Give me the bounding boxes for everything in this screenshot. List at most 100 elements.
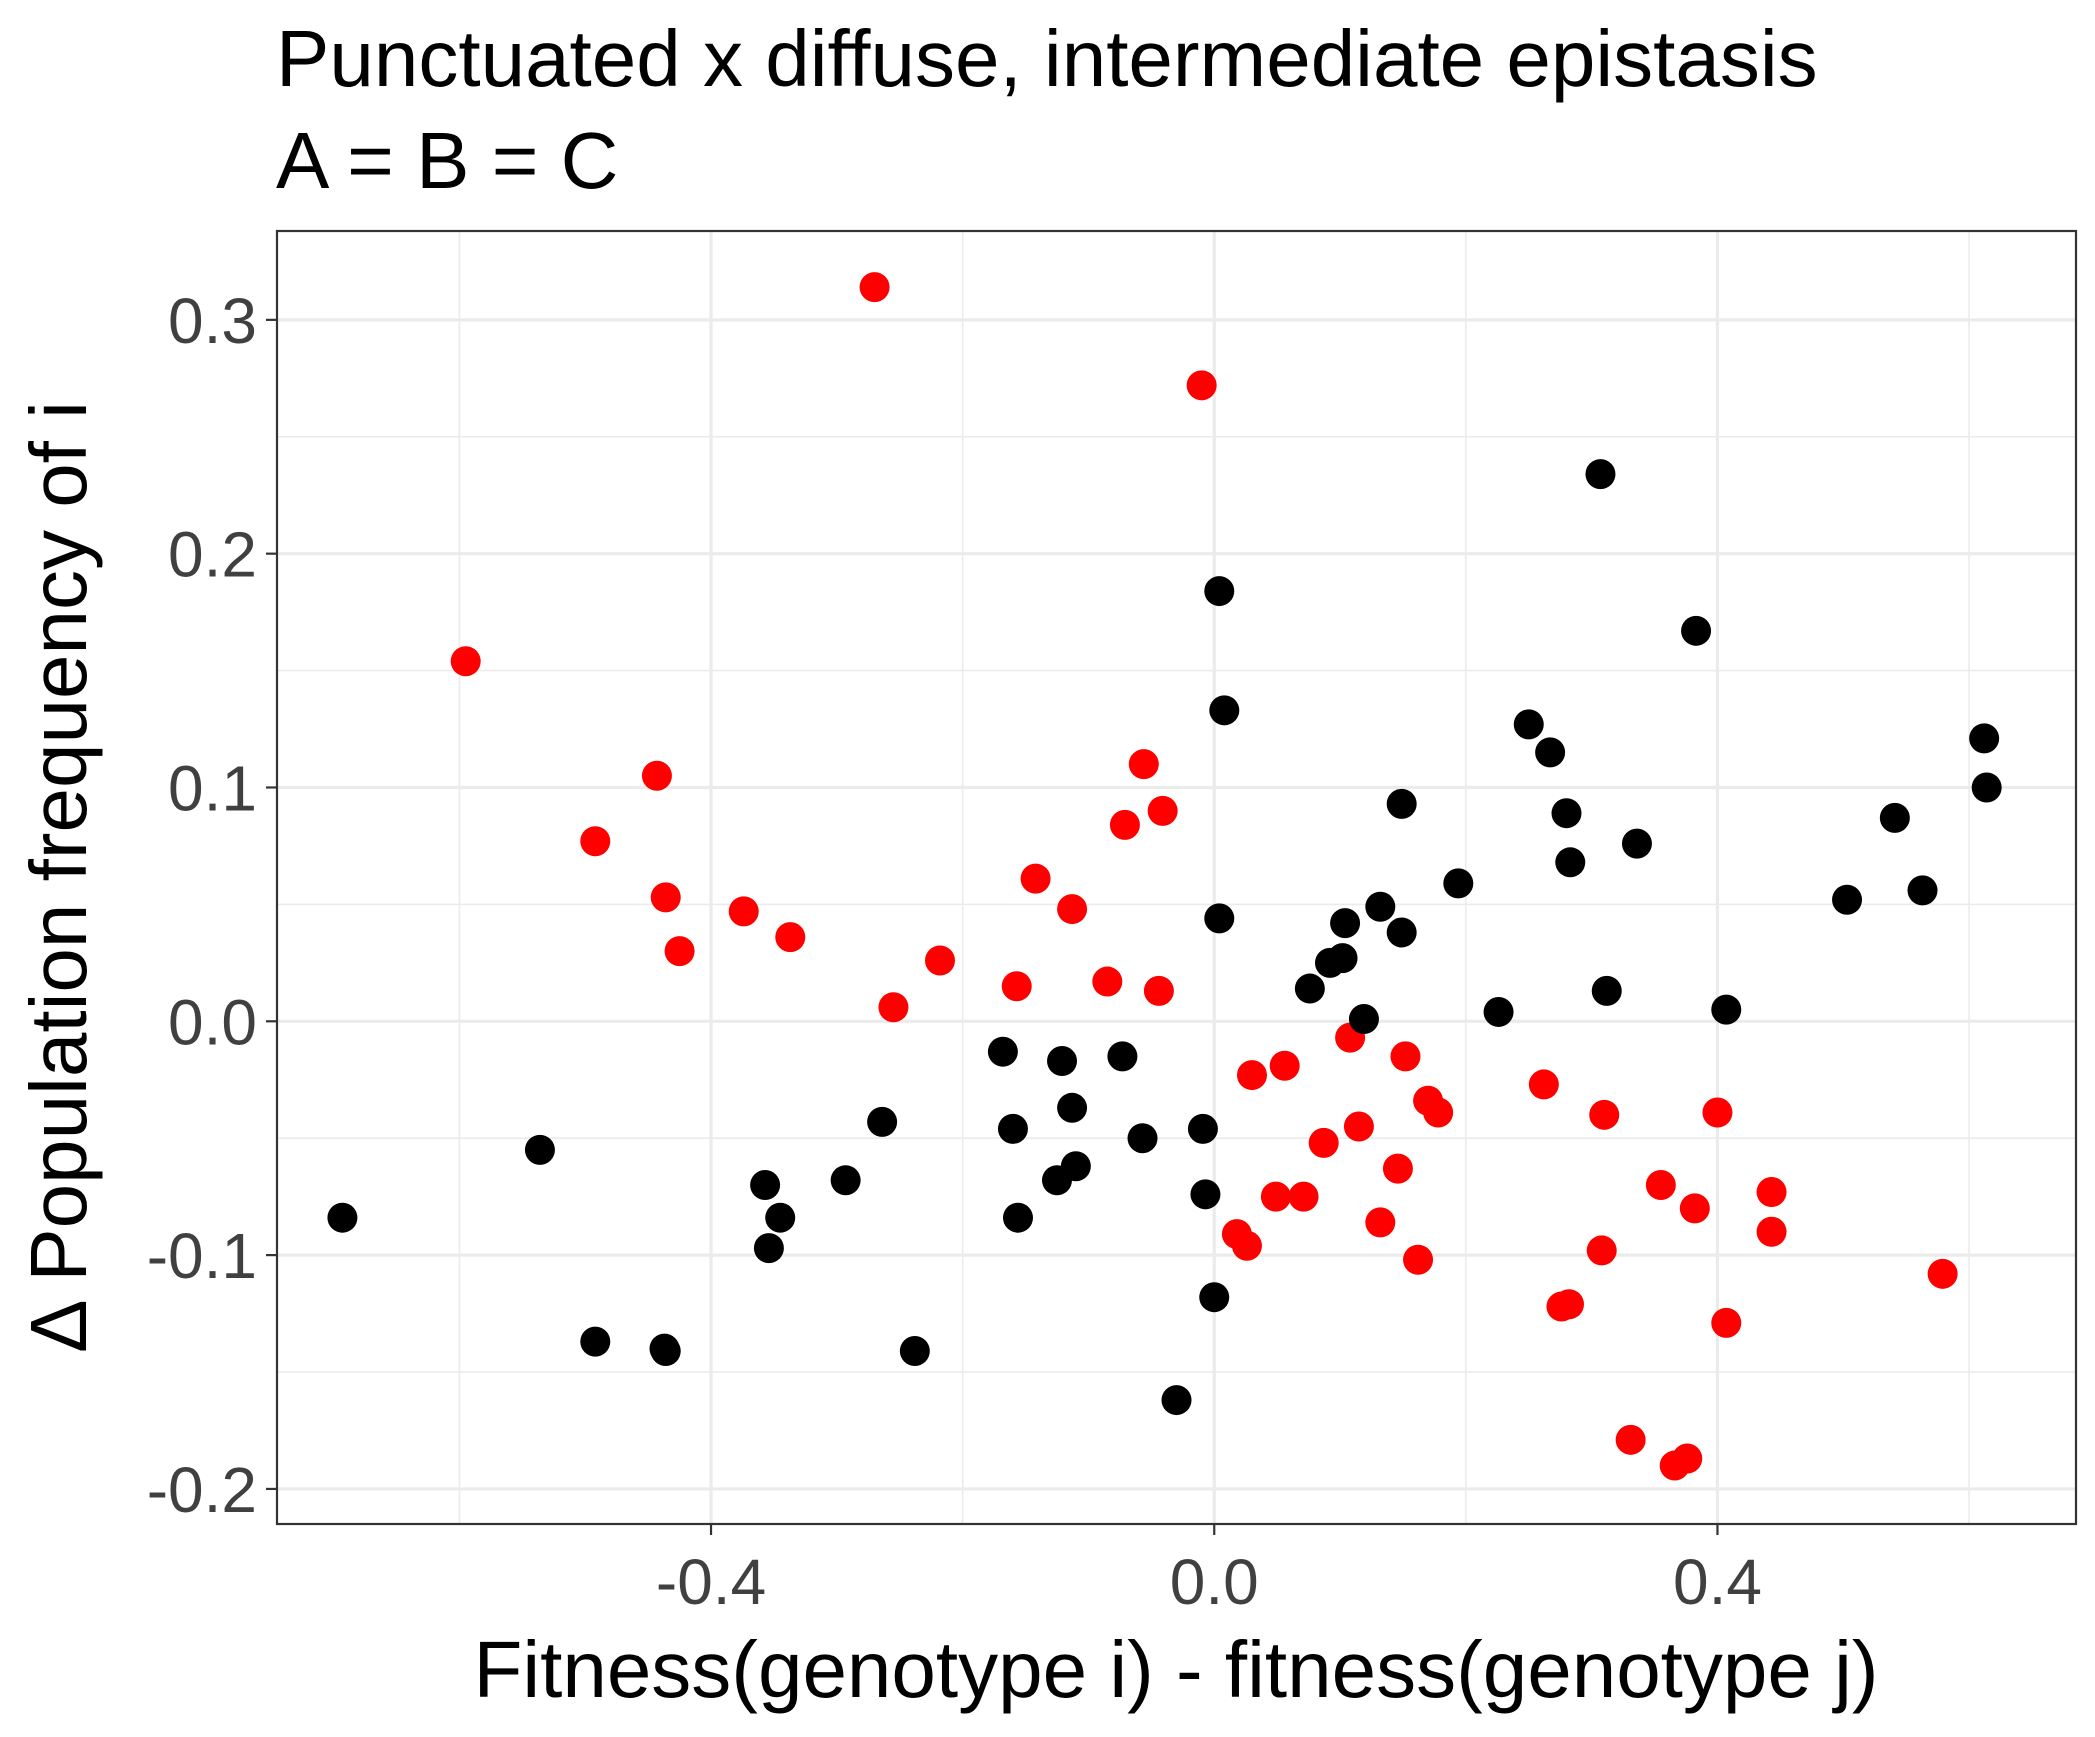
y-tick-label: 0.0 bbox=[168, 986, 257, 1058]
data-point-black bbox=[650, 1335, 681, 1366]
data-point-black bbox=[899, 1335, 930, 1366]
data-point-red bbox=[664, 936, 695, 967]
data-point-red bbox=[1382, 1153, 1413, 1184]
data-point-red bbox=[859, 272, 890, 303]
data-point-red bbox=[775, 922, 806, 953]
x-tick-label: -0.4 bbox=[656, 1546, 766, 1618]
data-point-red bbox=[1092, 966, 1123, 997]
data-point-red bbox=[1672, 1443, 1703, 1474]
data-point-black bbox=[1551, 798, 1582, 829]
data-point-black bbox=[997, 1113, 1028, 1144]
y-tick-label: -0.2 bbox=[147, 1454, 257, 1526]
data-point-red bbox=[1308, 1127, 1339, 1158]
data-point-black bbox=[1060, 1151, 1091, 1182]
data-point-black bbox=[1002, 1202, 1033, 1233]
data-point-black bbox=[1057, 1092, 1088, 1123]
data-point-red bbox=[1288, 1181, 1319, 1212]
data-point-black bbox=[753, 1233, 784, 1264]
data-point-black bbox=[1187, 1113, 1218, 1144]
data-point-black bbox=[1107, 1041, 1138, 1072]
data-point-red bbox=[1128, 749, 1159, 780]
x-axis-ticks: -0.4 0.0 0.4 bbox=[656, 1524, 1762, 1618]
data-point-red bbox=[1756, 1216, 1787, 1247]
data-point-red bbox=[1554, 1289, 1585, 1320]
data-point-black bbox=[1047, 1046, 1078, 1077]
data-point-black bbox=[1711, 994, 1742, 1025]
data-point-black bbox=[1204, 903, 1235, 934]
x-tick-label: 0.0 bbox=[1170, 1546, 1259, 1618]
data-point-red bbox=[1231, 1230, 1262, 1261]
data-point-red bbox=[1711, 1307, 1742, 1338]
data-point-red bbox=[1343, 1111, 1374, 1142]
data-point-black bbox=[327, 1202, 358, 1233]
data-point-red bbox=[1645, 1169, 1676, 1200]
data-point-red bbox=[1020, 863, 1051, 894]
data-point-red bbox=[1186, 370, 1217, 401]
data-point-red bbox=[1589, 1099, 1620, 1130]
data-points bbox=[327, 272, 2002, 1481]
data-point-red bbox=[1528, 1069, 1559, 1100]
data-point-red bbox=[1702, 1097, 1733, 1128]
data-point-red bbox=[1390, 1041, 1421, 1072]
data-point-black bbox=[580, 1326, 611, 1357]
data-point-red bbox=[924, 945, 955, 976]
data-point-black bbox=[1327, 943, 1358, 974]
data-point-black bbox=[1209, 695, 1240, 726]
data-point-black bbox=[1443, 868, 1474, 899]
data-point-black bbox=[750, 1169, 781, 1200]
data-point-black bbox=[867, 1106, 898, 1137]
data-point-red bbox=[1236, 1060, 1267, 1091]
data-point-black bbox=[1585, 459, 1616, 490]
data-point-red bbox=[1586, 1235, 1617, 1266]
x-tick-label: 0.4 bbox=[1673, 1546, 1762, 1618]
data-point-black bbox=[1971, 772, 2002, 803]
data-point-red bbox=[650, 882, 681, 913]
data-point-black bbox=[1330, 908, 1361, 939]
data-point-black bbox=[765, 1202, 796, 1233]
data-point-black bbox=[1365, 891, 1396, 922]
data-point-red bbox=[1143, 975, 1174, 1006]
data-point-red bbox=[1269, 1050, 1300, 1081]
data-point-black bbox=[1513, 709, 1544, 740]
data-point-red bbox=[450, 646, 481, 677]
data-point-black bbox=[1483, 996, 1514, 1027]
data-point-black bbox=[1832, 884, 1863, 915]
data-point-black bbox=[1591, 975, 1622, 1006]
data-point-black bbox=[1969, 723, 2000, 754]
y-tick-label: 0.1 bbox=[168, 752, 257, 824]
data-point-red bbox=[1403, 1244, 1434, 1275]
data-point-black bbox=[1681, 615, 1712, 646]
data-point-red bbox=[1927, 1258, 1958, 1289]
data-point-red bbox=[1615, 1424, 1646, 1455]
data-point-red bbox=[641, 760, 672, 791]
data-point-red bbox=[1679, 1193, 1710, 1224]
data-point-black bbox=[1621, 828, 1652, 859]
data-point-black bbox=[524, 1134, 555, 1165]
chart-title: Punctuated x diffuse, intermediate epist… bbox=[276, 14, 1818, 103]
data-point-black bbox=[1386, 917, 1417, 948]
data-point-red bbox=[580, 826, 611, 857]
y-tick-label: -0.1 bbox=[147, 1220, 257, 1292]
y-axis-title: Δ Population frequency of i bbox=[14, 401, 103, 1353]
data-point-red bbox=[728, 896, 759, 927]
data-point-red bbox=[1756, 1176, 1787, 1207]
data-point-red bbox=[1109, 809, 1140, 840]
data-point-black bbox=[1348, 1003, 1379, 1034]
data-point-red bbox=[1147, 795, 1178, 826]
data-point-black bbox=[1555, 847, 1586, 878]
data-point-red bbox=[1423, 1097, 1454, 1128]
data-point-black bbox=[1204, 576, 1235, 607]
y-tick-label: 0.3 bbox=[168, 285, 257, 357]
chart-subtitle: A = B = C bbox=[276, 116, 618, 205]
data-point-black bbox=[830, 1165, 861, 1196]
data-point-red bbox=[878, 992, 909, 1023]
plot-panel bbox=[277, 231, 2076, 1524]
data-point-black bbox=[1907, 875, 1938, 906]
data-point-black bbox=[1879, 802, 1910, 833]
data-point-red bbox=[1001, 971, 1032, 1002]
plot-border bbox=[275, 229, 2078, 1526]
y-tick-label: 0.2 bbox=[168, 519, 257, 591]
data-point-black bbox=[1294, 973, 1325, 1004]
data-point-red bbox=[1365, 1207, 1396, 1238]
